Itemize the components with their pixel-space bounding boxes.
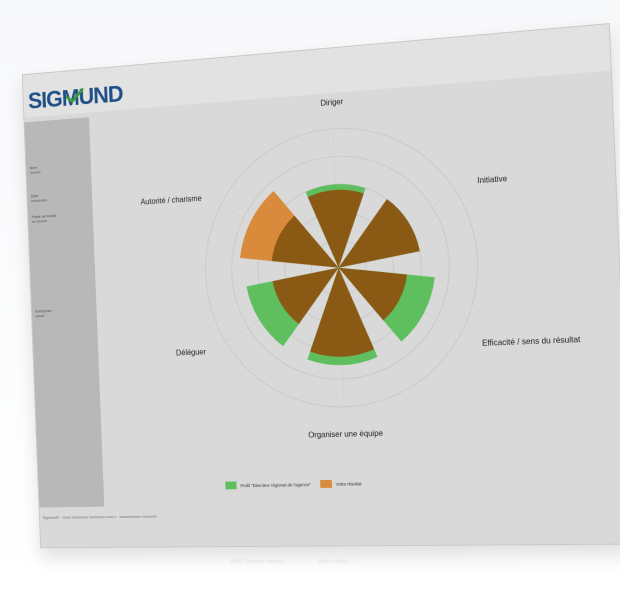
chart-wedges: [237, 178, 438, 369]
legend-label: Profil "Directeur régional de l'agence": [240, 482, 311, 488]
report-page: SIGMUND Nom xxxxxx Date xx/xx/xxxx Poste…: [22, 23, 620, 548]
polar-area-chart: Diriger Initiative Efficacité / sens du ré…: [23, 24, 620, 547]
reflection-label: Profil "Directeur régional: [230, 559, 284, 565]
chart-legend: Profil "Directeur régional de l'agence" V…: [225, 479, 362, 489]
legend-swatch: [320, 480, 332, 488]
page-reflection: Profil "Directeur régional Votre résulta…: [210, 551, 390, 581]
legend-label: Votre résultat: [336, 481, 363, 487]
category-label: Déléguer: [176, 347, 207, 357]
category-label: Initiative: [477, 174, 507, 185]
category-label: Autorité / charisme: [140, 194, 201, 207]
category-label: Efficacité / sens du résultat: [482, 335, 582, 348]
legend-swatch: [225, 481, 237, 489]
reflection-label: Votre résultat: [318, 559, 347, 565]
category-label: Diriger: [320, 97, 344, 108]
category-label: Organiser une équipe: [308, 429, 383, 440]
